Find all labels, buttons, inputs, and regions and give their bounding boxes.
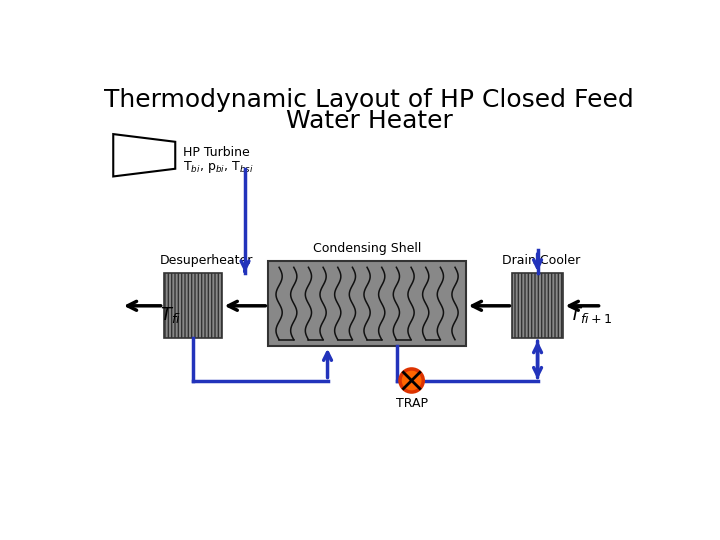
Text: T$_{fi}$: T$_{fi}$: [160, 305, 181, 325]
Text: Condensing Shell: Condensing Shell: [313, 242, 421, 255]
Text: HP Turbine: HP Turbine: [183, 146, 250, 159]
Text: T$_{fi+1}$: T$_{fi+1}$: [569, 305, 613, 325]
Bar: [269, 261, 466, 346]
Text: T$_{bi}$, p$_{bi}$, T$_{bsi}$: T$_{bi}$, p$_{bi}$, T$_{bsi}$: [183, 159, 253, 175]
Bar: [163, 273, 222, 338]
Circle shape: [400, 369, 423, 392]
Bar: [513, 273, 563, 338]
Polygon shape: [113, 134, 175, 177]
Text: Thermodynamic Layout of HP Closed Feed: Thermodynamic Layout of HP Closed Feed: [104, 88, 634, 112]
Text: TRAP: TRAP: [395, 397, 428, 410]
Text: Desuperheater: Desuperheater: [160, 254, 253, 267]
Text: Water Heater: Water Heater: [286, 110, 452, 133]
Text: Drain Cooler: Drain Cooler: [503, 254, 580, 267]
